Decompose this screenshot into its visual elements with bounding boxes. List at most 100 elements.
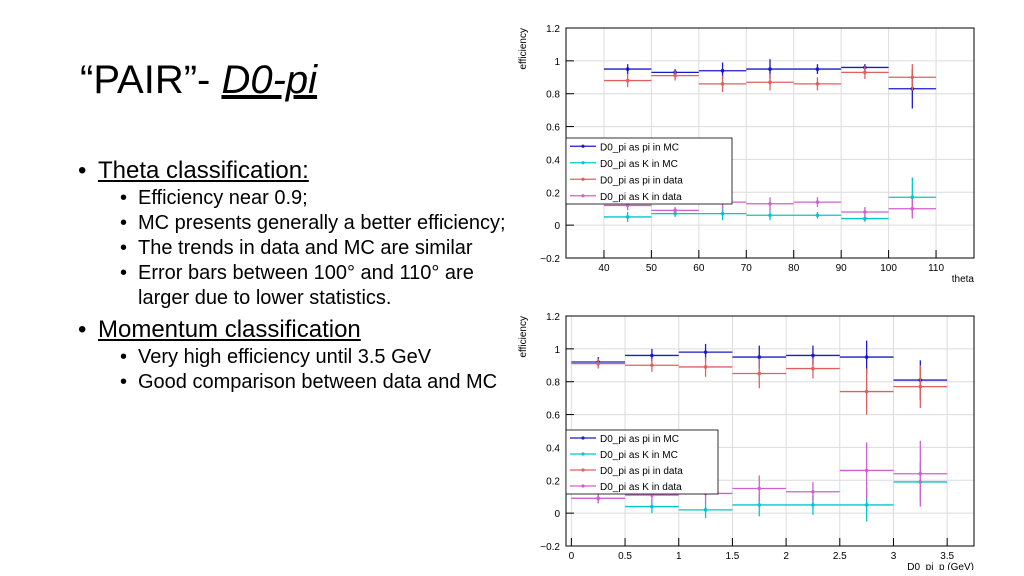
- legend-label: D0_pi as K in data: [600, 482, 682, 493]
- y-tick-label: 0: [554, 509, 560, 520]
- data-point: [650, 353, 654, 358]
- data-point: [768, 67, 772, 71]
- legend-marker: [581, 161, 585, 165]
- data-point: [720, 211, 725, 216]
- data-point: [768, 201, 772, 206]
- y-tick-label: 0: [554, 221, 560, 232]
- data-point: [863, 70, 867, 75]
- theta-efficiency-plot: −0.2 0 0.2 0.4 0.6 0.8 1 1.2 40 50 60 70 80 90 100 110 t…: [518, 24, 975, 282]
- x-tick-label: 100: [880, 263, 897, 274]
- data-point: [811, 366, 815, 371]
- data-point: [863, 216, 867, 221]
- momentum-efficiency-plot: −0.200.20.40.60.811.20 0.5 1 1.5 2 2.5 3 3.5D0_…: [518, 312, 975, 570]
- y-tick-label: 1.2: [546, 312, 560, 323]
- y-axis-label: efficiency: [518, 28, 529, 70]
- y-tick-label: 0.2: [546, 188, 560, 199]
- data-point: [864, 503, 869, 507]
- data-point: [863, 210, 867, 214]
- x-tick-label: 60: [693, 263, 705, 274]
- x-tick-label: 1.5: [725, 551, 739, 562]
- data-point: [703, 365, 708, 369]
- data-point: [757, 355, 762, 359]
- data-point: [811, 489, 815, 494]
- bullet-theta: Theta classification: Efficiency near 0.…: [78, 156, 508, 311]
- x-tick-label: 70: [741, 263, 753, 274]
- legend-label: D0_pi as pi in data: [600, 175, 683, 186]
- bullet-momentum-sublist: Very high efficiency until 3.5 GeV Good …: [98, 345, 508, 395]
- data-point: [703, 508, 708, 512]
- data-point: [811, 353, 815, 358]
- legend-label: D0_pi as K in MC: [600, 159, 678, 170]
- data-point: [864, 468, 869, 473]
- data-point: [910, 195, 915, 200]
- x-tick-label: 0: [569, 551, 575, 562]
- bullet-theta-sublist: Efficiency near 0.9; MC presents general…: [98, 186, 508, 311]
- legend-marker: [581, 468, 585, 472]
- legend-label: D0_pi as pi in data: [600, 466, 683, 477]
- legend-marker: [581, 452, 585, 456]
- y-axis-label: efficiency: [518, 316, 529, 358]
- legend-label: D0_pi as pi in MC: [600, 434, 679, 445]
- y-tick-label: 1: [554, 345, 560, 356]
- x-tick-label: 3: [891, 551, 897, 562]
- y-tick-label: 0.4: [546, 155, 560, 166]
- x-axis-label: D0_pi_p (GeV): [907, 562, 974, 570]
- y-tick-label: −0.2: [540, 542, 560, 553]
- x-tick-label: 80: [788, 263, 800, 274]
- y-tick-label: −0.2: [540, 254, 560, 265]
- legend-box: [565, 137, 733, 205]
- x-tick-label: 40: [598, 263, 610, 274]
- legend-marker: [581, 144, 585, 148]
- sub-bullet: The trends in data and MC are similar: [98, 236, 508, 261]
- y-tick-label: 0.4: [546, 443, 560, 454]
- x-axis-label: theta: [952, 274, 975, 282]
- x-tick-label: 90: [836, 263, 848, 274]
- data-point: [673, 208, 677, 213]
- data-point: [720, 82, 725, 86]
- sub-bullet: Error bars between 100° and 110° are lar…: [98, 261, 508, 311]
- data-point: [757, 371, 762, 376]
- data-point: [910, 75, 915, 80]
- bullet-list: Theta classification: Efficiency near 0.…: [78, 152, 508, 395]
- y-tick-label: 0.6: [546, 123, 560, 134]
- slide-title: “PAIR”- D0-pi: [80, 58, 317, 103]
- data-point: [650, 363, 654, 368]
- data-point: [625, 67, 630, 71]
- title-quote: “PAIR”-: [80, 58, 222, 102]
- y-tick-label: 0.6: [546, 411, 560, 422]
- data-point: [864, 355, 869, 359]
- legend-marker: [581, 194, 585, 198]
- data-point: [596, 361, 601, 366]
- data-point: [720, 68, 725, 73]
- legend-label: D0_pi as K in MC: [600, 450, 678, 461]
- sub-bullet: Very high efficiency until 3.5 GeV: [98, 345, 508, 370]
- sub-bullet: Good comparison between data and MC: [98, 370, 508, 395]
- legend-label: D0_pi as K in data: [600, 192, 682, 203]
- bullet-theta-heading: Theta classification:: [98, 157, 309, 184]
- sub-bullet: MC presents generally a better efficienc…: [98, 211, 508, 236]
- data-point: [811, 503, 815, 507]
- data-point: [757, 486, 762, 491]
- data-point: [918, 471, 923, 476]
- y-tick-label: 1.2: [546, 24, 560, 35]
- legend-label: D0_pi as pi in MC: [600, 142, 679, 153]
- legend-marker: [581, 177, 585, 181]
- data-point: [625, 203, 630, 208]
- data-point: [625, 215, 630, 219]
- x-tick-label: 1: [676, 551, 682, 562]
- y-tick-label: 0.2: [546, 476, 560, 487]
- x-tick-label: 110: [928, 263, 944, 274]
- sub-bullet: Efficiency near 0.9;: [98, 186, 508, 211]
- x-tick-label: 3.5: [940, 551, 954, 562]
- data-point: [650, 504, 654, 509]
- bullet-momentum-heading: Momentum classification: [98, 316, 361, 343]
- legend-box: [565, 429, 719, 495]
- title-italic: D0-pi: [221, 58, 318, 102]
- x-tick-label: 2: [783, 551, 789, 562]
- x-tick-label: 0.5: [618, 551, 632, 562]
- legend-marker: [581, 436, 585, 440]
- x-tick-label: 50: [646, 263, 658, 274]
- data-point: [815, 200, 820, 204]
- data-point: [673, 73, 677, 78]
- data-point: [815, 213, 820, 218]
